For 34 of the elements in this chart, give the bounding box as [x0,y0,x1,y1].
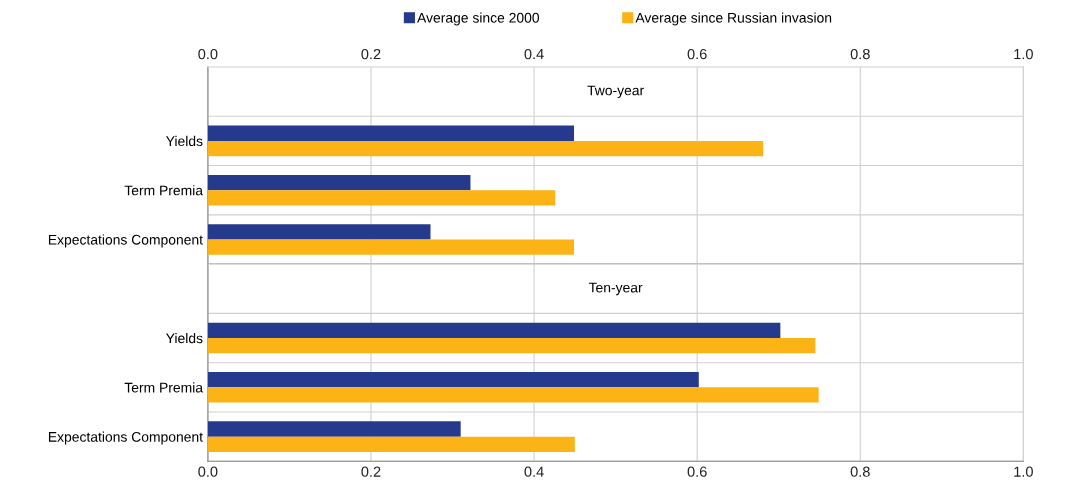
bar [207,140,764,157]
x-tick-label: 0.8 [850,466,870,477]
y-tick-label: Expectations Component [48,431,203,445]
x-tick-label: 0.4 [524,466,544,477]
bar [207,174,471,191]
legend-label: Average since 2000 [417,12,540,26]
y-tick-label: Yields [166,135,203,147]
bar [207,436,575,452]
x2-tick-label: 0.4 [524,48,544,60]
x2-tick-label: 0.0 [198,48,218,60]
x2-tick-label: 1.0 [1014,48,1033,60]
y-tick-label: Term Premia [124,185,204,196]
legend-label: Average since Russian invasion [635,12,832,26]
bar [207,224,431,240]
y-tick-label: Term Premia [124,382,204,393]
text: Two-year [587,85,644,99]
y-tick-label: Yields [166,333,203,344]
text: Ten-year [588,282,643,296]
x-tick-label: 0.0 [198,466,218,477]
x-tick-label: 0.6 [687,466,707,477]
bar [207,190,556,206]
x2-tick-label: 0.8 [850,48,870,60]
bar [207,239,575,255]
bar [207,125,575,141]
x-tick-label: 0.2 [361,466,381,477]
bar [207,322,781,339]
x2-tick-label: 0.2 [361,48,381,60]
x2-tick-label: 0.6 [687,48,707,60]
x-tick-label: 1.0 [1014,466,1033,477]
bar [207,372,699,388]
y-tick-label: Expectations Component [48,234,203,248]
bar [207,421,461,437]
bar [207,338,816,354]
bar [207,387,819,403]
